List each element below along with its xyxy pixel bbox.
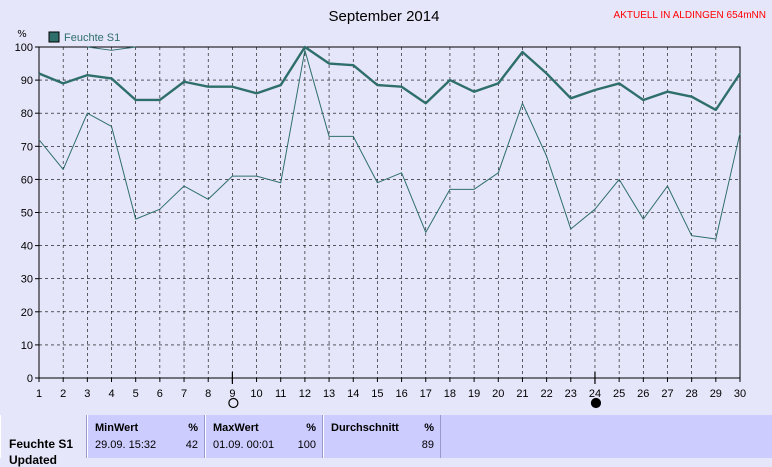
- y-tick-label: 0: [27, 373, 33, 385]
- min-value: 42: [185, 439, 198, 451]
- y-tick-label: 30: [21, 274, 33, 286]
- x-tick-label: 10: [250, 388, 262, 400]
- x-tick-label: 25: [613, 388, 625, 400]
- series-line-daily-mean: [38, 45, 741, 112]
- x-tick-label: 26: [637, 388, 649, 400]
- x-tick-label: 16: [395, 388, 407, 400]
- x-tick-label: 20: [492, 388, 504, 400]
- y-tick-label: 10: [21, 340, 33, 352]
- avg-cell: Durchschnitt % 89: [323, 415, 441, 458]
- x-tick-label: 1: [36, 388, 42, 400]
- y-tick-label: 80: [21, 108, 33, 120]
- max-header: MaxWert: [213, 422, 259, 434]
- legend: Feuchte S1: [48, 31, 120, 44]
- x-tick-label: 15: [371, 388, 383, 400]
- x-tick-label: 21: [516, 388, 528, 400]
- location-alert: AKTUELL IN ALDINGEN 654mNN: [614, 10, 766, 21]
- legend-swatch: [48, 31, 60, 43]
- y-tick-label: 60: [21, 174, 33, 186]
- x-tick-labels: 1 2 3 4 5 6 7 8 9 10 11 12 13 14 15 16 17 18 19 20 21 22 23 24 2…: [36, 388, 746, 400]
- x-tick-label: 24: [589, 388, 601, 400]
- series-lines: [38, 45, 741, 240]
- x-tick-label: 19: [468, 388, 480, 400]
- x-tick-label: 23: [565, 388, 577, 400]
- x-tick-label: 8: [205, 388, 211, 400]
- max-time: 01.09. 00:01: [213, 439, 275, 451]
- x-tick-label: 7: [181, 388, 187, 400]
- max-cell: MaxWert % 01.09. 00:01 100: [205, 415, 323, 458]
- avg-header: Durchschnitt: [331, 422, 399, 434]
- x-tick-label: 13: [323, 388, 335, 400]
- legend-label: Feuchte S1: [64, 32, 120, 44]
- max-value: 100: [297, 439, 316, 451]
- min-header: MinWert: [95, 422, 139, 434]
- x-tick-label: 22: [540, 388, 552, 400]
- y-tick-label: 100: [15, 42, 33, 54]
- x-tick-label: 30: [734, 388, 746, 400]
- min-cell: MinWert % 29.09. 15:32 42: [87, 415, 205, 458]
- x-tick-label: 18: [444, 388, 456, 400]
- y-tick-label: 70: [21, 141, 33, 153]
- y-tick-label: 20: [21, 307, 33, 319]
- y-tick-label: 50: [21, 208, 33, 220]
- min-time: 29.09. 15:32: [95, 439, 157, 451]
- x-tick-label: 12: [299, 388, 311, 400]
- row-label-cut: Updated: [9, 453, 57, 467]
- y-unit-label: %: [17, 29, 27, 40]
- x-tick-label: 29: [710, 388, 722, 400]
- x-tick-label: 9: [229, 388, 235, 400]
- min-unit: %: [188, 422, 198, 434]
- avg-value: 89: [421, 439, 434, 451]
- y-tick-label: 90: [21, 75, 33, 87]
- x-tick-label: 3: [84, 388, 90, 400]
- summary-table: Feuchte S1 Updated MinWert % 29.09. 15:3…: [0, 415, 772, 467]
- x-tick-label: 6: [157, 388, 163, 400]
- x-tick-label: 5: [133, 388, 139, 400]
- grid: [35, 46, 741, 382]
- avg-unit: %: [424, 422, 434, 434]
- chart-title: September 2014: [329, 8, 440, 25]
- new-moon-icon: [590, 397, 602, 409]
- x-tick-label: 14: [347, 388, 359, 400]
- series-line-daily-min: [38, 49, 741, 240]
- row-label: Feuchte S1: [9, 437, 74, 451]
- x-tick-label: 28: [686, 388, 698, 400]
- series-line-daily-max: [87, 46, 136, 51]
- x-tick-label: 4: [108, 388, 114, 400]
- x-tick-label: 11: [275, 388, 286, 400]
- humidity-chart: September 2014 AKTUELL IN ALDINGEN 654mN…: [15, 8, 766, 409]
- x-tick-label: 17: [420, 388, 432, 400]
- row-label-cell: Feuchte S1 Updated: [0, 415, 87, 467]
- max-unit: %: [306, 422, 316, 434]
- y-tick-labels: 0 10 20 30 40 50 60 70 80 90 100: [15, 42, 33, 385]
- moon-markers: [228, 372, 602, 409]
- full-moon-icon: [228, 397, 239, 409]
- x-tick-label: 2: [60, 388, 66, 400]
- y-tick-label: 40: [21, 241, 33, 253]
- x-tick-label: 27: [661, 388, 673, 400]
